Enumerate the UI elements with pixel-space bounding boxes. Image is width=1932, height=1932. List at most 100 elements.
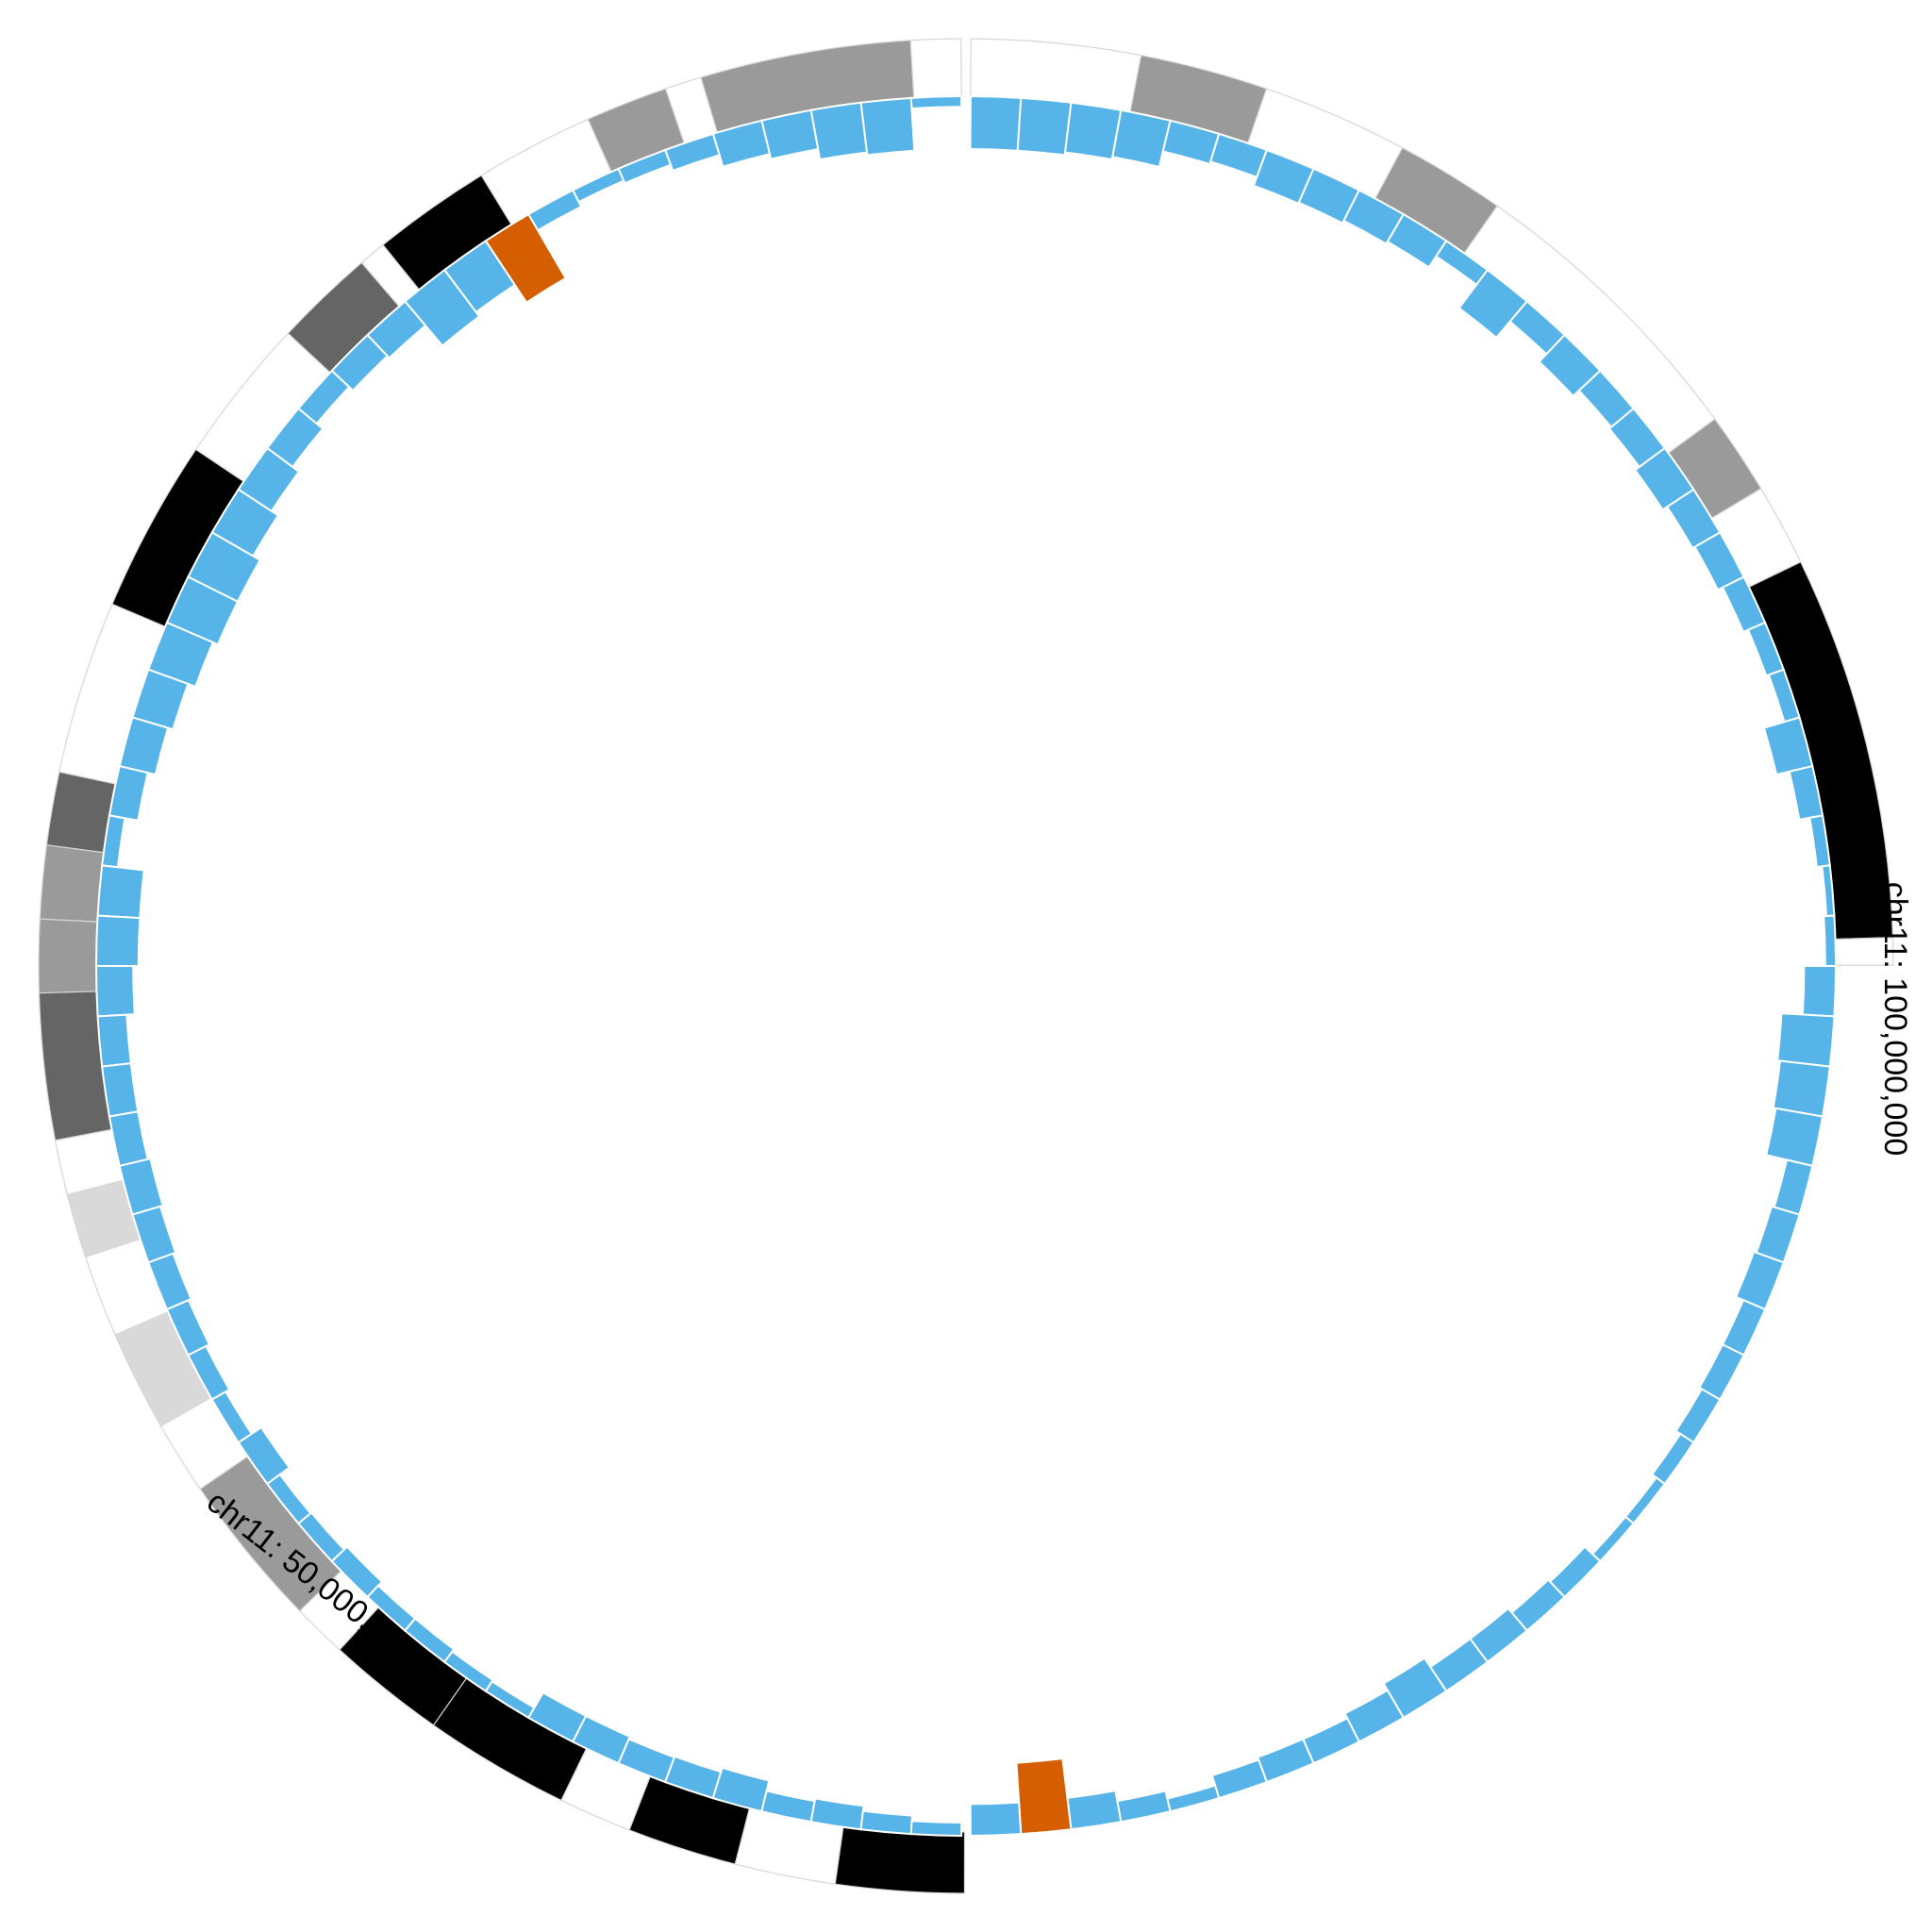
bar-right-29 [1772,1059,1831,1118]
bar-left-6 [617,148,673,185]
bar-left-33 [146,1252,192,1311]
bar-right-20 [1746,621,1786,677]
bar-left-4 [711,119,772,168]
bar-left-20 [146,621,215,689]
bar-right-35 [1698,1342,1745,1401]
bar-right-19 [1721,575,1767,634]
bar-left-40 [330,1545,384,1599]
bar-left-28 [96,1013,132,1068]
bar-right-51 [1066,1790,1123,1831]
bar-left-45 [526,1690,588,1743]
bar-right-30 [1765,1107,1824,1168]
bar-right-49 [1166,1784,1221,1813]
bar-right-8 [1342,189,1406,245]
bar-left-16 [237,446,301,513]
bar-left-25 [96,864,145,920]
bar-left-36 [210,1390,254,1444]
bar-left-14 [296,369,351,425]
bar-left-30 [108,1110,149,1168]
position-label-50m: chr11: 50,000,000 [200,1484,424,1670]
bar-left-35 [187,1344,231,1401]
bar-left-21 [131,668,190,731]
bar-right-39 [1591,1515,1636,1563]
bar-left-13 [330,333,390,392]
bar-right-45 [1343,1689,1406,1743]
bar-right-16 [1633,446,1695,511]
bar-right-7 [1297,167,1361,225]
bar-right-9 [1386,212,1448,269]
position-label-100m: chr11: 100,000,000 [1877,882,1913,1157]
bar-left-5 [663,132,721,173]
bar-left-7 [571,167,625,204]
bar-left-11 [403,268,481,347]
bar-left-15 [265,407,325,469]
bar-left-37 [237,1425,291,1486]
bar-right-47 [1256,1738,1315,1784]
bar-right-37 [1650,1432,1695,1486]
bar-left-34 [165,1298,211,1357]
bar-left-51 [809,1797,865,1831]
bar-right-33 [1734,1250,1786,1311]
bar-left-38 [265,1473,312,1525]
bar-left-24 [101,814,126,869]
bar-left-0 [909,95,963,110]
bar-left-44 [484,1679,536,1720]
ideogram-band-left-0 [909,38,962,103]
bar-left-3 [760,108,820,160]
bar-left-39 [296,1511,346,1563]
bar-right-44 [1382,1657,1448,1720]
bar-right-4 [1161,119,1221,166]
bar-right-2 [1063,101,1123,161]
bar-left-2 [809,101,869,161]
bar-right-23 [1788,764,1824,821]
bar-right-48 [1210,1758,1269,1800]
bar-left-32 [131,1205,177,1264]
bar-left-10 [442,239,517,314]
bar-left-41 [366,1584,417,1632]
bar-right-36 [1674,1388,1722,1444]
bar-left-18 [187,531,262,604]
bar-right-38 [1624,1475,1667,1525]
bar-left-1 [859,96,916,157]
bar-right-13 [1538,333,1602,398]
bar-left-19 [165,575,240,646]
bar-right-3 [1111,108,1172,169]
bar-left-52 [859,1809,914,1836]
ideogram-band-right-7 [1744,560,1894,941]
bar-left-43 [442,1650,494,1693]
bar-left-47 [617,1738,676,1784]
bar-left-12 [366,300,427,359]
bar-right-27 [1801,965,1838,1018]
bar-right-1 [1016,96,1073,157]
bar-right-22 [1762,716,1814,776]
bar-right-50 [1116,1790,1172,1824]
bar-left-53 [909,1820,963,1837]
bar-left-50 [760,1790,816,1824]
bar-right-28 [1776,1012,1836,1068]
bar-left-49 [711,1766,771,1813]
ideogram-band-left-13 [38,918,102,994]
bar-left-23 [108,764,149,822]
bar-left-26 [94,914,142,967]
bar-left-42 [403,1617,456,1664]
bar-right-26 [1823,914,1838,967]
highlight-bar-right-52 [1015,1757,1073,1836]
position-labels: chr11: 50,000,000 chr11: 100,000,000 [200,882,1913,1670]
bar-right-18 [1693,531,1745,591]
chromosome-ideogram [38,38,1894,1894]
bar-left-17 [210,488,280,558]
histogram-track [94,95,1838,1837]
bar-left-46 [571,1714,632,1765]
bar-left-27 [94,965,136,1018]
bar-right-6 [1252,148,1315,206]
bar-right-17 [1665,488,1722,550]
highlight-bar-left-9 [484,212,568,305]
bar-left-48 [663,1755,723,1800]
bar-left-31 [118,1158,164,1216]
bar-right-31 [1773,1158,1814,1216]
bar-left-8 [526,189,583,232]
bar-right-24 [1808,814,1831,869]
bar-right-53 [969,1801,1023,1837]
bar-right-0 [969,95,1023,152]
